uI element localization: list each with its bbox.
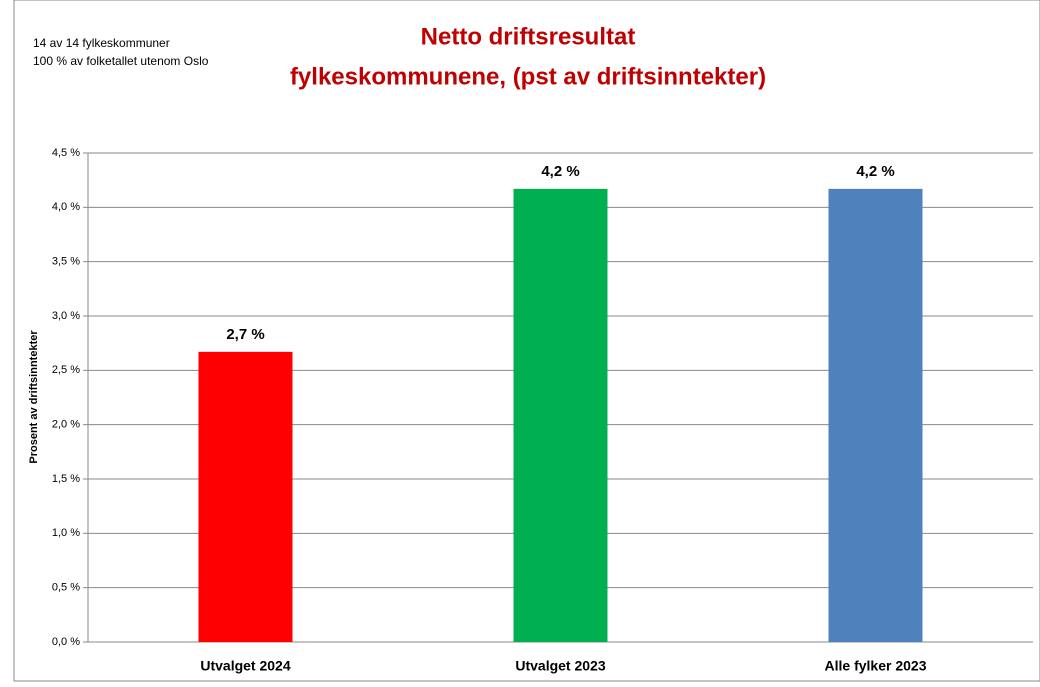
y-tick-label: 0,0 % bbox=[52, 636, 80, 648]
x-tick-label: Alle fylker 2023 bbox=[825, 658, 927, 674]
y-tick-label: 0,5 % bbox=[52, 582, 80, 594]
value-label: 4,2 % bbox=[541, 163, 579, 180]
y-tick-label: 2,5 % bbox=[52, 364, 80, 376]
x-tick-label: Utvalget 2023 bbox=[515, 658, 605, 674]
value-label: 4,2 % bbox=[856, 163, 894, 180]
note: 14 av 14 fylkeskommuner bbox=[33, 36, 170, 50]
value-label: 2,7 % bbox=[226, 326, 264, 343]
chart-title: Netto driftsresultat bbox=[421, 23, 636, 50]
bar bbox=[198, 351, 293, 642]
y-tick-label: 2,0 % bbox=[52, 419, 80, 431]
y-tick-label: 3,5 % bbox=[52, 256, 80, 268]
y-tick-label: 3,0 % bbox=[52, 310, 80, 322]
y-tick-label: 1,5 % bbox=[52, 473, 80, 485]
x-tick-label: Utvalget 2024 bbox=[200, 658, 290, 674]
y-tick-label: 4,5 % bbox=[52, 147, 80, 159]
chart-title: fylkeskommunene, (pst av driftsinntekter… bbox=[290, 63, 766, 90]
note: 100 % av folketallet utenom Oslo bbox=[33, 54, 209, 68]
y-axis-label: Prosent av driftsinntekter bbox=[28, 330, 40, 464]
y-tick-label: 4,0 % bbox=[52, 201, 80, 213]
bar bbox=[828, 188, 923, 643]
y-tick-label: 1,0 % bbox=[52, 527, 80, 539]
bar bbox=[513, 188, 608, 643]
